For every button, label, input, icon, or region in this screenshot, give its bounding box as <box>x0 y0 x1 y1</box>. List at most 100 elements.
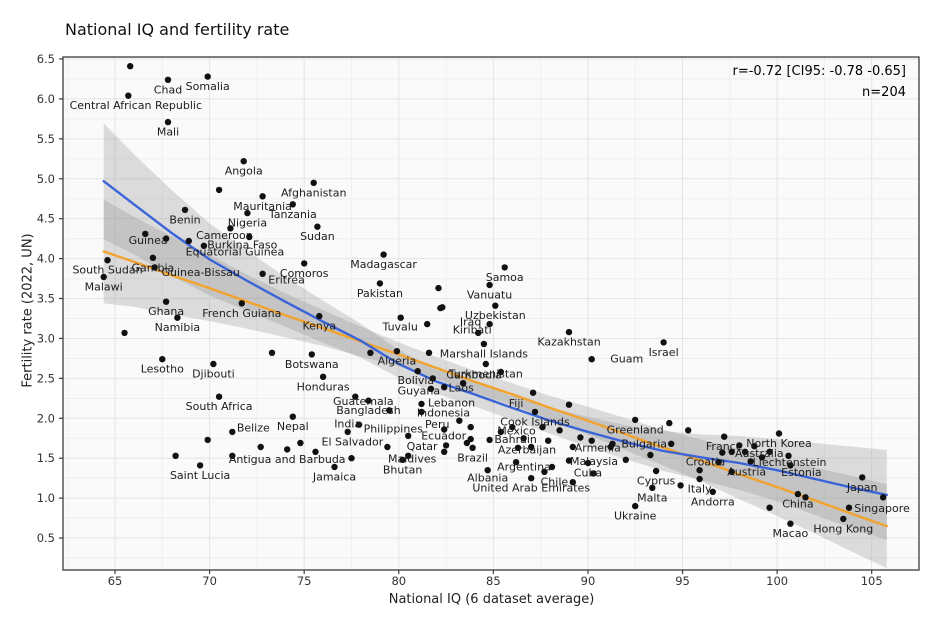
data-point <box>238 300 245 307</box>
data-point <box>548 463 556 471</box>
country-label: Mexico <box>497 425 536 438</box>
data-point <box>104 257 111 264</box>
country-label: Cyprus <box>637 475 676 488</box>
data-point <box>480 340 488 348</box>
x-tick-label: 85 <box>486 574 501 588</box>
y-tick-label: 5.5 <box>37 132 55 146</box>
plot-area <box>63 57 919 570</box>
data-point <box>747 458 754 465</box>
country-label: Central African Republic <box>70 99 202 112</box>
data-point <box>565 328 573 336</box>
data-point <box>728 448 735 455</box>
data-point <box>301 260 308 267</box>
data-point <box>380 251 387 258</box>
country-label: Uzbekistan <box>465 309 526 322</box>
country-label: Marshall Islands <box>440 348 529 361</box>
data-point <box>435 284 442 292</box>
country-label: Guinea-Bissau <box>162 266 240 279</box>
country-label: India <box>334 417 361 430</box>
country-label: Japan <box>846 481 878 494</box>
data-point <box>719 449 726 456</box>
data-point <box>647 451 654 459</box>
country-label: Malawi <box>85 281 123 294</box>
data-point <box>677 482 684 489</box>
data-point <box>297 439 304 447</box>
data-point <box>492 302 499 309</box>
data-point <box>376 280 384 287</box>
country-label: Nigeria <box>228 217 267 230</box>
data-point <box>588 356 595 363</box>
data-point <box>427 385 435 392</box>
data-point <box>721 433 728 440</box>
data-point <box>787 520 794 527</box>
x-tick-label: 75 <box>297 574 312 588</box>
data-point <box>622 456 629 463</box>
country-label: Ukraine <box>614 510 657 523</box>
data-point <box>331 463 338 471</box>
data-point <box>520 435 527 442</box>
data-point <box>501 264 508 271</box>
data-point <box>418 408 425 416</box>
y-tick-label: 3.0 <box>37 331 55 345</box>
country-label: Tuvalu <box>382 321 418 334</box>
data-point <box>310 179 317 186</box>
x-axis-label: National IQ (6 dataset average) <box>388 592 595 607</box>
data-point <box>709 488 716 495</box>
data-point <box>569 443 576 451</box>
data-point <box>384 443 391 451</box>
data-point <box>475 329 482 337</box>
country-label: Bangladesh <box>336 404 401 417</box>
country-label: Malta <box>637 491 667 504</box>
x-tick-label: 70 <box>202 574 217 588</box>
country-label: Bolivia <box>397 374 434 387</box>
data-point <box>164 118 172 126</box>
country-label: Cuba <box>574 467 602 480</box>
data-point <box>649 484 656 491</box>
country-label: Honduras <box>297 380 350 393</box>
country-label: Laos <box>449 382 475 395</box>
data-point <box>728 468 735 475</box>
data-point <box>497 428 505 436</box>
country-label: Comoros <box>280 267 329 280</box>
data-point <box>531 408 539 416</box>
data-point <box>565 457 573 464</box>
data-point <box>785 452 792 459</box>
data-point <box>556 427 563 434</box>
data-point <box>685 427 692 434</box>
data-point <box>509 423 516 431</box>
country-label: Afghanistan <box>281 186 347 199</box>
data-point <box>429 375 436 382</box>
data-point <box>174 314 181 321</box>
x-tick-label: 90 <box>581 574 596 588</box>
country-label: Peru <box>425 418 450 431</box>
data-point <box>668 440 675 447</box>
data-point <box>539 423 546 431</box>
data-point <box>405 452 412 459</box>
country-label: Guam <box>610 353 643 366</box>
country-label: Cameroon <box>196 229 253 242</box>
loess-line <box>102 179 888 497</box>
confidence-band-regression <box>103 199 887 569</box>
country-label: Ecuador <box>421 430 466 443</box>
data-point <box>715 459 722 466</box>
data-point <box>259 270 266 277</box>
y-tick-label: 2.0 <box>37 411 55 425</box>
data-point <box>632 502 639 510</box>
x-tick-label: 95 <box>675 574 690 588</box>
data-point <box>588 437 595 444</box>
data-point <box>469 444 476 451</box>
data-point <box>666 419 673 427</box>
country-label: Djibouti <box>192 368 235 381</box>
country-label: Saint Lucia <box>170 469 230 482</box>
data-point <box>425 349 433 356</box>
y-tick-label: 5.0 <box>37 172 55 186</box>
data-point <box>456 417 463 424</box>
y-tick-label: 6.0 <box>37 92 55 106</box>
country-label: Kiribati <box>453 323 492 336</box>
country-label: Indonesia <box>417 406 470 419</box>
country-label: Bulgaria <box>621 437 667 450</box>
data-point <box>348 455 355 462</box>
country-label: Greenland <box>607 423 664 436</box>
data-point <box>565 401 573 408</box>
